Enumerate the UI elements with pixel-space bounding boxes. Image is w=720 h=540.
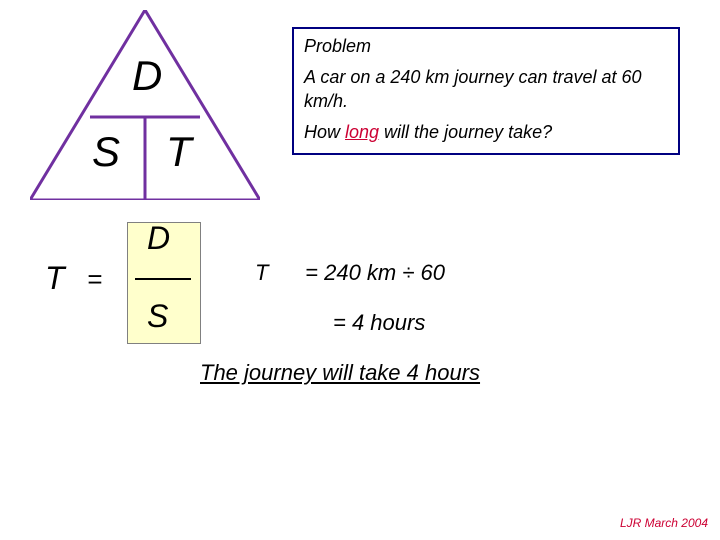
- problem-body2: How long will the journey take?: [304, 121, 668, 144]
- triangle-right-letter: T: [166, 128, 192, 176]
- working-line1: T = 240 km ÷ 60: [255, 260, 445, 286]
- working-expr1: = 240 km ÷ 60: [305, 260, 445, 285]
- conclusion: The journey will take 4 hours: [200, 360, 480, 386]
- triangle-svg: [30, 10, 260, 200]
- problem-body1: A car on a 240 km journey can travel at …: [304, 66, 668, 113]
- formula-equals: =: [87, 264, 102, 295]
- working-var: T: [255, 260, 268, 285]
- formula-triangle: D S T: [30, 10, 260, 200]
- formula-fraction-bar: [135, 278, 191, 280]
- formula-numerator: D: [147, 220, 170, 257]
- problem-box: Problem A car on a 240 km journey can tr…: [292, 27, 680, 155]
- problem-body2-pre: How: [304, 122, 345, 142]
- formula-lhs: T: [45, 260, 65, 297]
- formula-denominator: S: [147, 298, 168, 335]
- problem-title: Problem: [304, 35, 668, 58]
- footer-credit: LJR March 2004: [620, 516, 708, 530]
- triangle-left-letter: S: [92, 128, 120, 176]
- working-line2: = 4 hours: [333, 310, 425, 336]
- formula-area: T = D S: [45, 220, 205, 350]
- problem-body2-post: will the journey take?: [379, 122, 552, 142]
- problem-keyword-long: long: [345, 122, 379, 142]
- triangle-top-letter: D: [132, 52, 162, 100]
